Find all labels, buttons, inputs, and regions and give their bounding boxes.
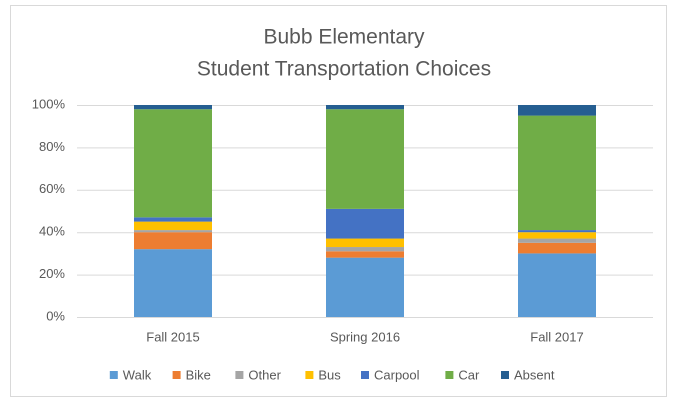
bar-segment — [518, 238, 596, 243]
legend-label: Bus — [318, 367, 341, 382]
bar-segment — [134, 232, 212, 250]
bar-segment — [134, 221, 212, 231]
y-tick-label: 60% — [39, 181, 65, 196]
legend-swatch — [445, 371, 454, 379]
bar-segment — [518, 242, 596, 254]
bar-segment — [518, 253, 596, 317]
y-tick-label: 80% — [39, 139, 65, 154]
y-tick-label: 100% — [32, 96, 66, 111]
y-tick-label: 0% — [46, 308, 65, 323]
bar-segment — [326, 251, 404, 258]
bar-segment — [134, 105, 212, 110]
bar-segment — [518, 230, 596, 233]
bar-segment — [518, 105, 596, 116]
legend-swatch — [305, 371, 314, 379]
x-tick-label: Fall 2015 — [146, 329, 199, 344]
x-tick-label: Spring 2016 — [330, 329, 400, 344]
x-tick-label: Fall 2017 — [530, 329, 583, 344]
bar-segment — [518, 232, 596, 239]
bar-segment — [326, 208, 404, 239]
bar-segment — [326, 238, 404, 248]
chart-title: Student Transportation Choices — [197, 58, 491, 81]
legend-swatch — [235, 371, 244, 379]
legend-swatch — [361, 371, 369, 379]
legend-label: Other — [248, 367, 281, 382]
bar-segment — [326, 105, 404, 110]
legend-label: Car — [458, 367, 480, 382]
legend-swatch — [109, 371, 118, 379]
legend-label: Bike — [186, 367, 211, 382]
bar-segment — [326, 257, 404, 317]
bar-segment — [326, 109, 404, 209]
bar-segment — [134, 230, 212, 233]
bar-segment — [518, 115, 596, 231]
legend-label: Walk — [123, 367, 152, 382]
legend-swatch — [501, 371, 509, 379]
bar-segment — [134, 109, 212, 218]
bar-segment — [326, 247, 404, 252]
y-tick-label: 40% — [39, 224, 65, 239]
y-tick-label: 20% — [39, 266, 65, 281]
legend-swatch — [172, 371, 181, 379]
chart-title: Bubb Elementary — [263, 26, 425, 49]
legend-label: Absent — [514, 367, 555, 382]
bar-segment — [134, 249, 212, 317]
legend-label: Carpool — [374, 367, 420, 382]
bar-segment — [134, 217, 212, 222]
